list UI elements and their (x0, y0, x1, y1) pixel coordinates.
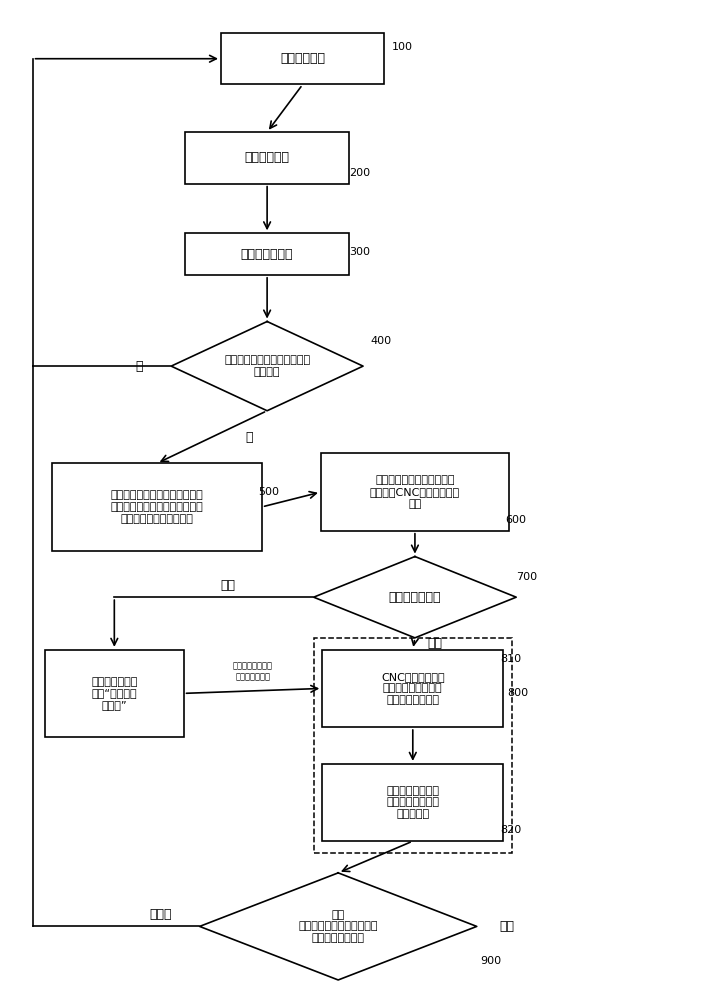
Text: 待机: 待机 (428, 637, 443, 650)
Text: 820: 820 (500, 825, 521, 835)
Text: 700: 700 (516, 572, 537, 582)
Text: 200: 200 (349, 168, 370, 178)
Text: CNC加载可执行文
件，控制机器程序化
的对工件进行加工: CNC加载可执行文 件，控制机器程序化 的对工件进行加工 (381, 672, 444, 705)
Text: 输入加工参数: 输入加工参数 (280, 52, 325, 65)
Text: 300: 300 (349, 247, 370, 257)
Text: 100: 100 (392, 42, 413, 52)
Text: 根据可执行文件的
要求，提供加工后
的反馈参数: 根据可执行文件的 要求，提供加工后 的反馈参数 (386, 786, 439, 819)
Text: 未完成: 未完成 (150, 908, 172, 921)
Polygon shape (171, 321, 363, 411)
Text: 600: 600 (505, 515, 527, 525)
Text: 由操作者给出执行
加工作业的指令: 由操作者给出执行 加工作业的指令 (233, 662, 273, 681)
Text: 产生工艺数值: 产生工艺数值 (244, 151, 290, 164)
Text: 获得可实施的加工坐标点数
值，产生CNC系统的可执行
文件: 获得可实施的加工坐标点数 值，产生CNC系统的可执行 文件 (370, 475, 460, 509)
Text: 生成返回代码，
提示“可执行加
工作业”: 生成返回代码， 提示“可执行加 工作业” (91, 677, 137, 710)
Text: 根据工艺数值所对应的运算方式
对工艺数值进行运算处理，得到
经计算的加工坐标点数值: 根据工艺数值所对应的运算方式 对工艺数值进行运算处理，得到 经计算的加工坐标点数… (111, 490, 203, 524)
FancyBboxPatch shape (45, 650, 183, 737)
Text: 810: 810 (500, 654, 521, 664)
Text: 500: 500 (258, 487, 280, 497)
Polygon shape (313, 557, 516, 638)
Text: 停机: 停机 (221, 579, 236, 592)
FancyBboxPatch shape (186, 233, 349, 275)
Polygon shape (200, 873, 477, 980)
Text: 400: 400 (370, 336, 391, 346)
FancyBboxPatch shape (321, 453, 509, 531)
FancyBboxPatch shape (186, 132, 349, 184)
Text: 对工艺数值是否符合运算方式
进行判断: 对工艺数值是否符合运算方式 进行判断 (224, 355, 310, 377)
Text: 是: 是 (245, 431, 253, 444)
FancyBboxPatch shape (52, 463, 262, 551)
Text: 800: 800 (507, 688, 528, 698)
Text: 判断机器的状态: 判断机器的状态 (389, 591, 441, 604)
FancyBboxPatch shape (322, 764, 503, 841)
Text: 否: 否 (135, 360, 143, 373)
FancyBboxPatch shape (221, 33, 385, 84)
Text: 900: 900 (480, 956, 502, 966)
Text: 判断
与输入加工参数相关联的全
部工艺是否均完成: 判断 与输入加工参数相关联的全 部工艺是否均完成 (298, 910, 378, 943)
Text: 完成: 完成 (499, 920, 514, 933)
Text: 运算方式的识别: 运算方式的识别 (241, 248, 293, 261)
FancyBboxPatch shape (322, 650, 503, 727)
